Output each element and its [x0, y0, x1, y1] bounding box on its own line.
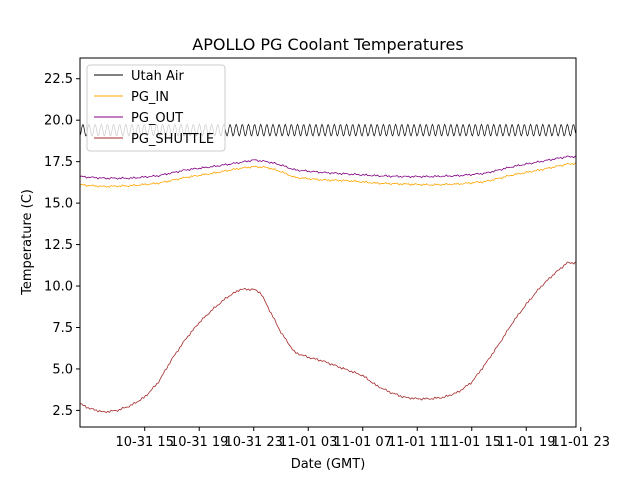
y-axis-title: Temperature (C): [20, 189, 35, 296]
chart-title: APOLLO PG Coolant Temperatures: [192, 35, 463, 54]
x-tick-label: 10-31 23: [225, 435, 283, 450]
x-tick-label: 11-01 19: [497, 435, 555, 450]
y-tick-label: 12.5: [44, 238, 73, 253]
y-tick-label: 22.5: [44, 72, 73, 87]
plot-area: [80, 123, 576, 414]
y-tick-label: 7.5: [52, 321, 73, 336]
x-tick-label: 11-01 15: [443, 435, 501, 450]
x-axis-title: Date (GMT): [291, 457, 366, 472]
y-tick-label: 10.0: [44, 280, 73, 295]
y-tick-label: 20.0: [44, 114, 73, 129]
legend-label: PG_OUT: [131, 111, 183, 126]
series-line-pg-out: [80, 155, 576, 180]
y-tick-label: 15.0: [44, 197, 73, 212]
x-tick-label: 11-01 23: [552, 435, 610, 450]
x-tick-label: 11-01 07: [334, 435, 392, 450]
legend-box: [86, 64, 226, 152]
x-tick-label: 10-31 15: [115, 435, 173, 450]
legend: Utah Air PG_IN PG_OUT PG_SHUTTLE: [86, 64, 226, 152]
x-tick-label: 11-01 03: [279, 435, 337, 450]
y-axis: 2.5 5.0 7.5 10.0 12.5 15.0 17.5 20.0 22.5: [44, 72, 80, 419]
legend-label: PG_IN: [131, 90, 169, 105]
x-tick-label: 11-01 11: [388, 435, 446, 450]
x-tick-label: 10-31 19: [170, 435, 228, 450]
y-tick-label: 5.0: [52, 362, 73, 377]
plot-frame: [79, 57, 577, 428]
y-tick-label: 2.5: [52, 404, 73, 419]
y-tick-label: 17.5: [44, 155, 73, 170]
series-line-pg-in: [80, 162, 576, 188]
legend-label: Utah Air: [131, 69, 184, 84]
series-line-pg-shuttle: [80, 261, 576, 414]
legend-label: PG_SHUTTLE: [131, 132, 214, 147]
